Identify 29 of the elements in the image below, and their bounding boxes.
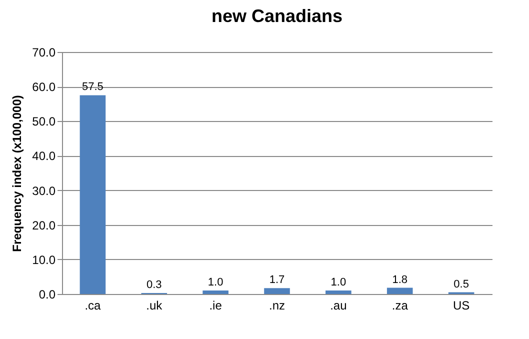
chart-title: new Canadians <box>211 6 343 26</box>
bar <box>80 95 106 294</box>
data-label: 1.8 <box>392 274 408 286</box>
x-tick-label: .za <box>392 298 408 312</box>
data-label: 0.5 <box>454 278 469 290</box>
data-label: 57.5 <box>82 81 104 94</box>
y-tick-label: 10.0 <box>32 252 56 267</box>
x-tick-label: .uk <box>146 298 164 312</box>
y-tick-label: 40.0 <box>32 149 56 164</box>
data-label: 1.0 <box>330 276 346 289</box>
x-tick-label: .ie <box>209 298 222 312</box>
y-tick-label: 30.0 <box>32 184 56 198</box>
y-tick-label: 0.0 <box>38 288 56 302</box>
y-tick-label: 60.0 <box>32 80 56 94</box>
bar <box>202 290 228 294</box>
x-tick-label: .au <box>330 298 347 312</box>
data-label: 1.7 <box>269 274 285 286</box>
y-tick-label: 70.0 <box>32 46 56 60</box>
y-tick-label: 20.0 <box>32 218 56 232</box>
bar <box>326 290 352 294</box>
x-tick-label: .ca <box>84 298 102 312</box>
x-tick-label: US <box>452 298 470 312</box>
bar <box>264 288 290 294</box>
y-axis-title: Frequency index (x100,000) <box>10 95 24 252</box>
data-label: 0.3 <box>146 278 162 291</box>
data-label: 1.0 <box>208 276 224 289</box>
bar <box>386 288 413 294</box>
y-tick-label: 50.0 <box>32 114 56 129</box>
x-tick-label: .nz <box>268 298 286 312</box>
